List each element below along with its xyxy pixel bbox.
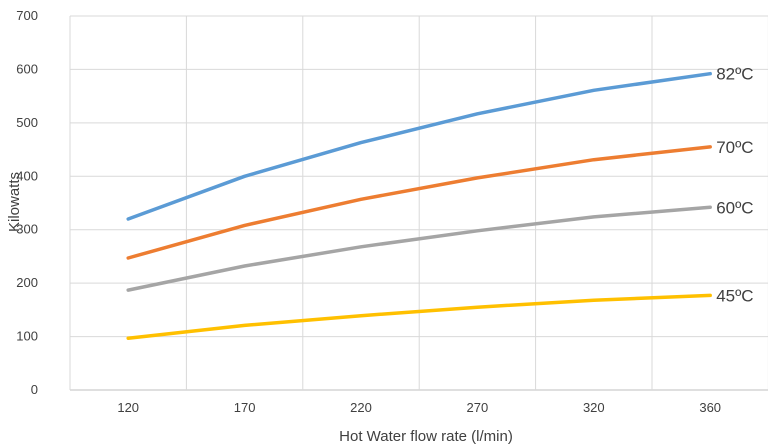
y-axis-ticks: 0 100 200 300 400 500 600 700 [16, 8, 38, 397]
series-label: 70ºC [716, 138, 753, 157]
series-line [126, 293, 712, 340]
grid-layer [69, 15, 768, 391]
x-tick-label: 270 [467, 400, 489, 415]
x-tick-label: 320 [583, 400, 605, 415]
x-axis-ticks: 120 170 220 270 320 360 [117, 400, 721, 415]
series-label-layer: 82ºC 70ºC 60ºC 45ºC [716, 65, 753, 306]
y-tick-label: 600 [16, 61, 38, 76]
x-tick-label: 220 [350, 400, 372, 415]
series-label: 45ºC [716, 286, 753, 305]
x-tick-label: 170 [234, 400, 256, 415]
series-line [126, 145, 712, 260]
series-line [126, 71, 712, 221]
x-axis-title: Hot Water flow rate (l/min) [339, 428, 513, 445]
y-tick-label: 400 [16, 168, 38, 183]
y-tick-label: 200 [16, 275, 38, 290]
y-tick-label: 500 [16, 115, 38, 130]
y-axis-title: Kilowatts [6, 172, 23, 232]
series-layer [126, 71, 712, 340]
series-line [126, 205, 712, 292]
x-tick-label: 360 [699, 400, 721, 415]
y-tick-label: 700 [16, 8, 38, 23]
y-tick-label: 0 [31, 382, 38, 397]
series-label: 82ºC [716, 65, 753, 84]
y-tick-label: 300 [16, 222, 38, 237]
x-tick-label: 120 [117, 400, 139, 415]
series-label: 60ºC [716, 198, 753, 217]
y-tick-label: 100 [16, 329, 38, 344]
